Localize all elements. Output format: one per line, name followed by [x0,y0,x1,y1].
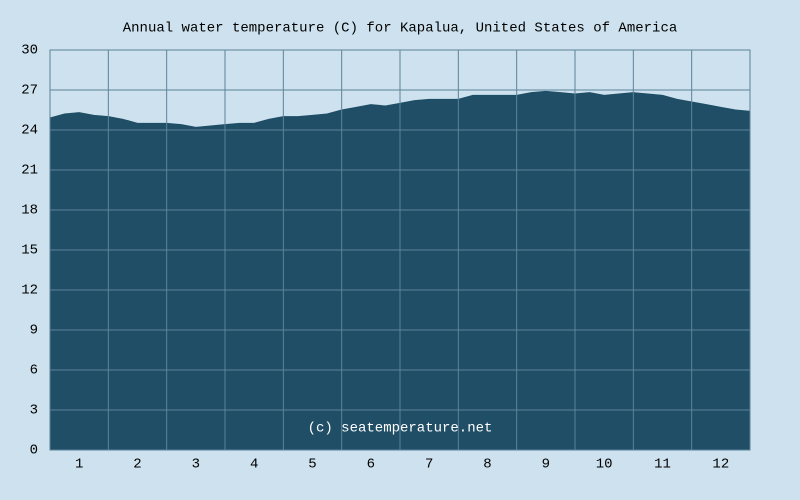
x-tick-label: 4 [250,457,258,473]
x-tick-label: 3 [192,457,200,473]
chart-title: Annual water temperature (C) for Kapalua… [123,21,678,37]
x-tick-label: 2 [133,457,141,473]
y-tick-label: 15 [21,243,38,259]
y-tick-label: 27 [21,83,38,99]
annotation: (c) seatemperature.net [308,421,493,437]
x-tick-label: 6 [367,457,375,473]
y-tick-label: 30 [21,43,38,59]
x-tick-label: 7 [425,457,433,473]
x-tick-label: 9 [542,457,550,473]
x-tick-label: 11 [654,457,671,473]
plot-frame [49,49,751,451]
x-tick-label: 1 [75,457,83,473]
x-tick-label: 10 [596,457,613,473]
y-tick-label: 6 [30,363,38,379]
y-tick-label: 12 [21,283,38,299]
y-tick-label: 21 [21,163,38,179]
y-tick-label: 18 [21,203,38,219]
y-tick-label: 3 [30,403,38,419]
x-tick-label: 5 [308,457,316,473]
y-tick-label: 24 [21,123,38,139]
x-tick-label: 8 [483,457,491,473]
y-tick-label: 0 [30,443,38,459]
y-tick-label: 9 [30,323,38,339]
x-tick-label: 12 [712,457,729,473]
